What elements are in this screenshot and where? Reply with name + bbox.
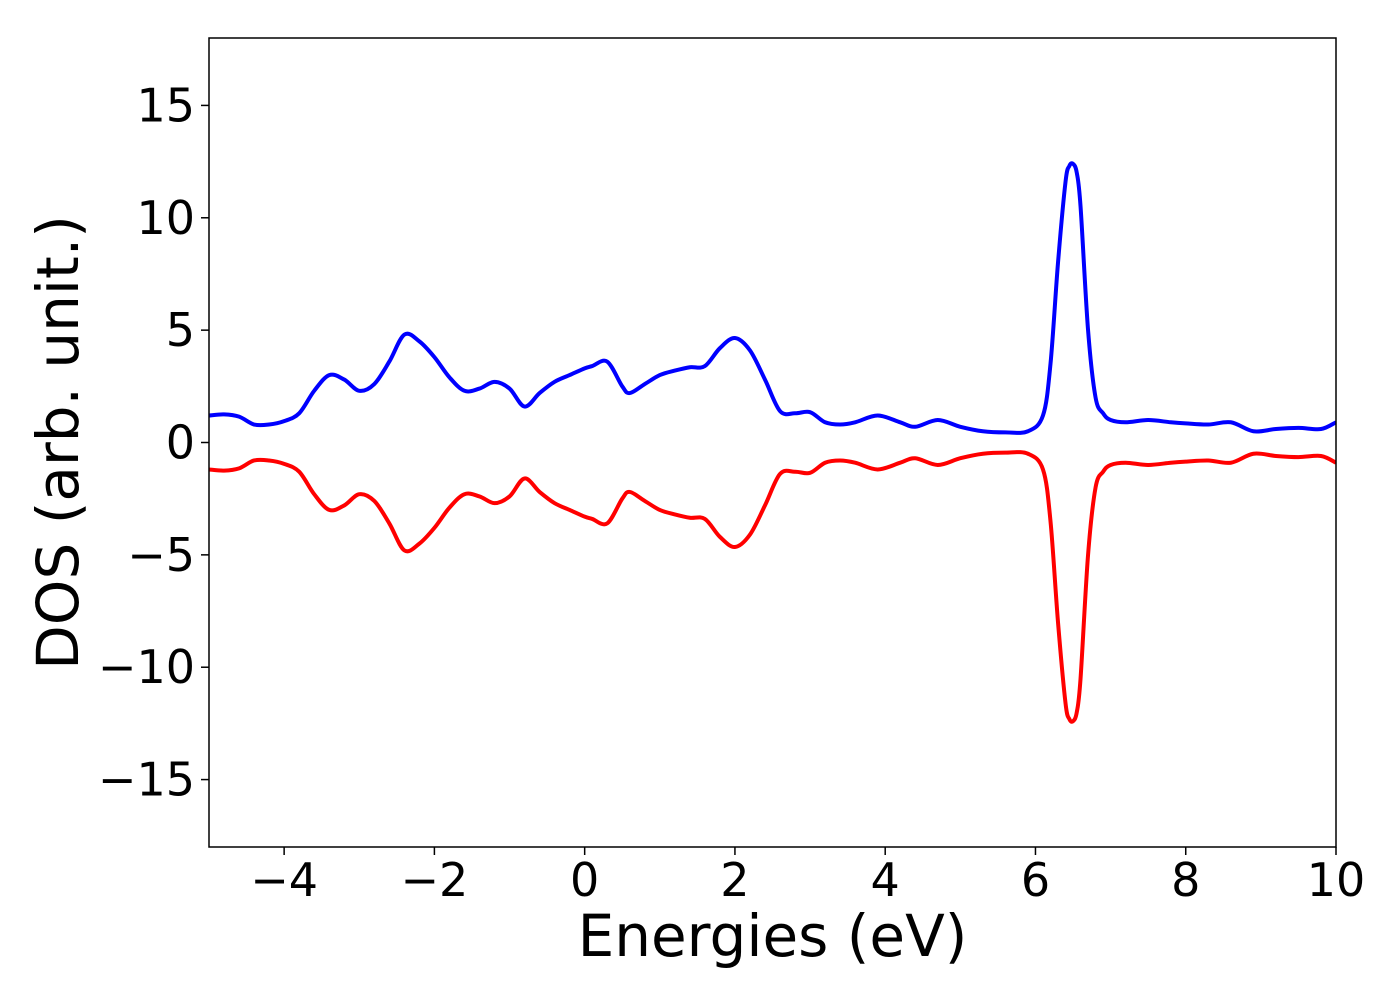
plot-area-frame <box>208 37 1337 848</box>
y-axis-ticks: −15 −10 −5 0 5 10 15 <box>98 78 209 807</box>
y-tick-label: 5 <box>166 303 195 357</box>
series-line-spin-down <box>209 450 1336 724</box>
y-tick-label: −5 <box>127 528 195 582</box>
y-tick-label: 15 <box>136 78 195 132</box>
x-tick-label: 4 <box>871 853 900 907</box>
y-tick-label: 0 <box>166 416 195 470</box>
y-axis-title: DOS (arb. unit.) <box>24 215 92 670</box>
x-tick-label: −4 <box>250 853 318 907</box>
x-tick-label: 10 <box>1307 853 1366 907</box>
x-tick-label: 0 <box>570 853 599 907</box>
x-tick-label: 6 <box>1021 853 1050 907</box>
series-line-spin-up <box>209 161 1336 435</box>
x-axis-ticks: −4 −2 0 2 4 6 8 10 <box>250 847 1365 907</box>
y-tick-label: −10 <box>98 640 195 694</box>
series-group <box>209 161 1336 724</box>
y-tick-label: −15 <box>98 753 195 807</box>
x-axis-title: Energies (eV) <box>578 902 968 970</box>
x-tick-label: 2 <box>720 853 749 907</box>
y-tick-label: 10 <box>136 191 195 245</box>
x-tick-label: 8 <box>1171 853 1200 907</box>
x-tick-label: −2 <box>400 853 468 907</box>
